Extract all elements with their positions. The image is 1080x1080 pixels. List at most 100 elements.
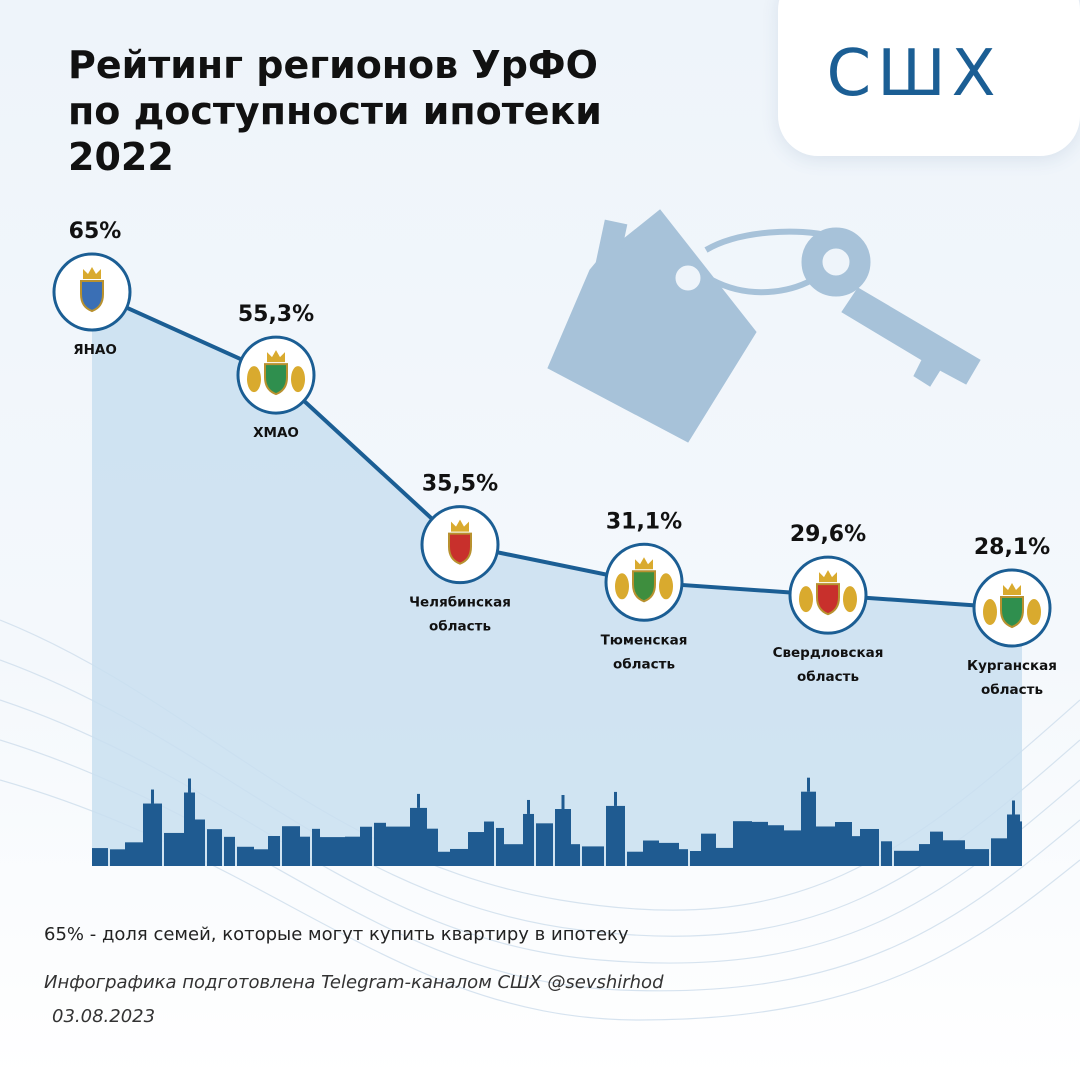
skyline-building xyxy=(894,850,919,866)
skyline-spire xyxy=(417,793,420,808)
skyline-spire xyxy=(561,795,565,810)
skyline-building xyxy=(768,825,784,866)
skyline-building xyxy=(427,828,438,866)
footnote: 65% - доля семей, которые могут купить к… xyxy=(44,924,629,945)
chart-area-fill xyxy=(92,292,1022,866)
coat-of-arms-icon xyxy=(80,280,104,313)
skyline-building xyxy=(816,826,835,866)
region-marker xyxy=(52,252,132,332)
skyline-building xyxy=(701,833,716,866)
coat-of-arms-icon xyxy=(264,363,288,396)
skyline-building xyxy=(881,841,892,866)
region-label: ХМАО xyxy=(253,425,299,441)
skyline-building xyxy=(852,836,860,866)
supporter-icon xyxy=(799,586,813,613)
skyline-spire xyxy=(1012,800,1015,815)
value-label: 31,1% xyxy=(606,509,682,534)
crown-icon xyxy=(1003,583,1021,595)
title-line-2: по доступности ипотеки xyxy=(68,89,602,133)
skyline-building xyxy=(143,803,162,866)
skyline-building xyxy=(450,848,468,866)
skyline-building xyxy=(374,822,386,866)
coat-of-arms-icon xyxy=(1000,596,1024,629)
city-skyline xyxy=(92,777,1022,866)
skyline-building xyxy=(224,836,235,866)
title-line-3: 2022 xyxy=(68,135,174,179)
skyline-building xyxy=(184,792,195,866)
crown-icon xyxy=(267,350,285,363)
skyline-building xyxy=(606,805,625,866)
skyline-building xyxy=(386,826,410,866)
skyline-spire xyxy=(614,791,617,806)
supporter-icon xyxy=(615,573,629,600)
region-marker xyxy=(236,335,316,415)
brand-logo-card: СШХ xyxy=(778,0,1080,156)
region-marker xyxy=(788,555,868,635)
region-label: Курганская xyxy=(967,658,1057,674)
skyline-spire xyxy=(188,778,191,793)
skyline-building xyxy=(784,830,801,866)
coat-of-arms-icon xyxy=(632,570,656,603)
value-label: 65% xyxy=(69,219,122,244)
skyline-building xyxy=(860,828,879,866)
supporter-icon xyxy=(843,586,857,613)
skyline-building xyxy=(345,836,360,866)
skyline-spire xyxy=(151,789,154,804)
skyline-spire xyxy=(807,777,810,792)
region-marker xyxy=(972,568,1052,648)
value-label: 29,6% xyxy=(790,522,866,547)
region-label: Челябинская xyxy=(409,595,511,611)
skyline-building xyxy=(690,850,701,866)
skyline-building xyxy=(268,835,280,866)
skyline-building xyxy=(164,832,184,866)
crown-icon xyxy=(83,267,101,279)
skyline-building xyxy=(504,844,523,866)
skyline-building xyxy=(300,836,310,866)
page-title: Рейтинг регионов УрФО по доступности ипо… xyxy=(68,42,708,180)
supporter-icon xyxy=(291,366,305,393)
skyline-building xyxy=(468,832,484,866)
skyline-building xyxy=(536,823,553,866)
title-line-1: Рейтинг регионов УрФО xyxy=(68,43,598,87)
skyline-building xyxy=(991,838,1007,866)
skyline-building xyxy=(835,821,852,866)
skyline-building xyxy=(410,807,427,866)
supporter-icon xyxy=(983,599,997,625)
skyline-building xyxy=(207,829,222,866)
skyline-building xyxy=(320,837,345,866)
skyline-building xyxy=(659,842,679,866)
skyline-building xyxy=(801,791,816,866)
skyline-building xyxy=(1007,814,1020,866)
skyline-spire xyxy=(527,799,530,814)
house-key-illustration xyxy=(547,209,981,443)
crown-icon xyxy=(451,519,469,532)
region-label: Свердловская xyxy=(773,645,884,661)
region-label: область xyxy=(613,656,675,672)
supporter-icon xyxy=(247,366,261,393)
skyline-building xyxy=(1020,821,1022,866)
skyline-building xyxy=(571,844,580,866)
crown-icon xyxy=(819,570,837,583)
skyline-building xyxy=(582,846,604,866)
skyline-building xyxy=(643,840,659,866)
skyline-building xyxy=(919,844,930,866)
skyline-building xyxy=(360,826,372,866)
coat-of-arms-icon xyxy=(448,532,472,565)
skyline-building xyxy=(965,849,989,866)
skyline-building xyxy=(312,828,320,866)
supporter-icon xyxy=(659,573,673,600)
value-label: 35,5% xyxy=(422,472,498,497)
skyline-building xyxy=(237,846,254,866)
region-label: Тюменская xyxy=(601,632,688,648)
skyline-building xyxy=(523,813,534,866)
skyline-building xyxy=(930,831,943,866)
credit-line: Инфографика подготовлена Telegram-канало… xyxy=(44,972,664,993)
skyline-building xyxy=(496,827,504,866)
skyline-building xyxy=(733,821,752,866)
skyline-building xyxy=(484,821,494,866)
skyline-building xyxy=(110,849,125,866)
date-label: 03.08.2023 xyxy=(52,1006,156,1027)
brand-logo: СШХ xyxy=(826,37,1002,111)
region-label: область xyxy=(981,682,1043,698)
